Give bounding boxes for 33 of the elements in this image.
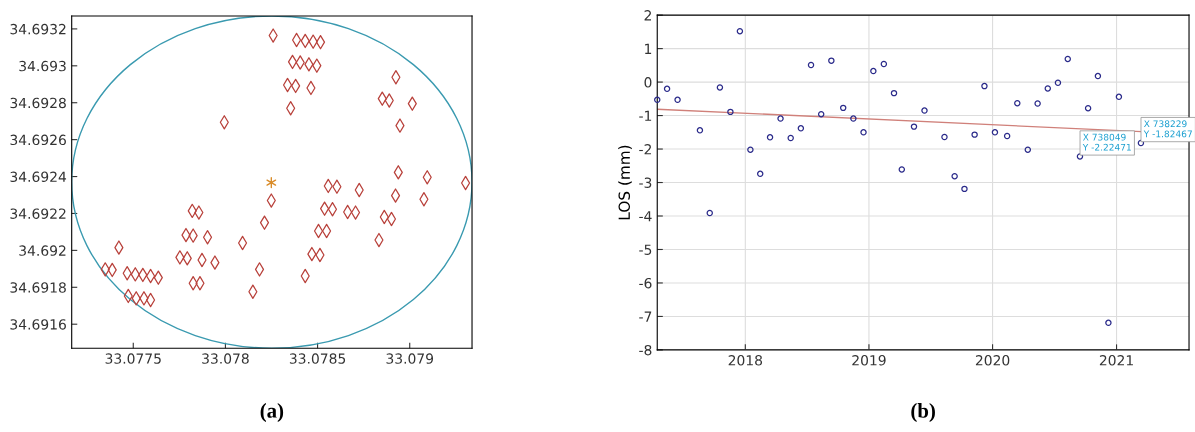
y-tick-label: 34.692 — [19, 245, 66, 256]
y-tick-label: 34.6928 — [10, 97, 66, 109]
y-tick-label: 34.6922 — [10, 208, 66, 219]
y-tick-label: 1 — [645, 43, 652, 54]
y-tick-label: -4 — [639, 211, 652, 222]
y-tick-label: -3 — [639, 177, 652, 188]
text: (b) — [911, 403, 935, 423]
annotation: X 738049 Y -2.22471 — [1082, 133, 1131, 151]
y-tick-label: 0 — [644, 77, 652, 88]
x-tick-label: 2018 — [728, 355, 763, 366]
y-tick-label: 34.6918 — [10, 282, 66, 293]
y-tick-label: -8 — [639, 344, 652, 356]
y-tick-label: -5 — [639, 244, 652, 255]
y-tick-label: 34.6932 — [10, 23, 66, 35]
y-tick-label: 34.6926 — [10, 134, 66, 146]
x-tick-label: 2020 — [975, 355, 1010, 366]
x-tick-label: 33.078 — [202, 353, 249, 364]
y-tick-label: -2 — [639, 144, 651, 155]
y-tick-label: -1 — [639, 110, 652, 121]
y-tick-label: 34.693 — [19, 60, 66, 72]
x-tick-label: 33.079 — [386, 353, 434, 364]
annotation: X 738229 Y -1.82467 — [1143, 120, 1192, 138]
y-tick-label: 34.6916 — [10, 319, 66, 330]
y-tick-label: -6 — [639, 277, 652, 289]
x-tick-label: 2021 — [1099, 355, 1133, 366]
y-tick-label: -7 — [639, 311, 652, 322]
x-tick-label: 33.0785 — [289, 353, 346, 364]
y-tick-label: 34.6924 — [10, 171, 67, 183]
text: (a) — [260, 403, 284, 423]
x-tick-label: 2019 — [852, 355, 886, 366]
y-axis-title: LOS (mm) — [618, 145, 632, 220]
x-tick-label: 33.0775 — [105, 353, 161, 364]
y-tick-label: 2 — [644, 10, 651, 21]
